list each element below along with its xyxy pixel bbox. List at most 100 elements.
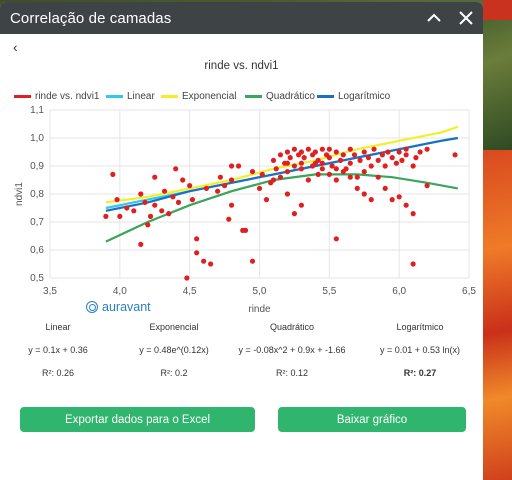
data-point [361, 169, 367, 175]
data-point [187, 183, 193, 189]
data-point [396, 194, 402, 200]
y-tick-label: 1,1 [30, 105, 44, 116]
data-point [410, 261, 416, 267]
data-point [375, 174, 381, 180]
data-point [201, 258, 207, 264]
data-point [333, 166, 339, 172]
data-point [340, 169, 346, 175]
export-excel-button[interactable]: Exportar dados para o Excel [20, 407, 255, 432]
data-point [371, 146, 377, 152]
data-point [142, 199, 148, 205]
data-point [305, 146, 311, 152]
series-line-quadrático [105, 173, 458, 243]
x-tick-label: 6,0 [392, 286, 406, 297]
x-tick-label: 6,5 [462, 286, 476, 297]
panel-title: Correlação de camadas [10, 9, 172, 27]
data-point [361, 191, 367, 197]
data-point [291, 146, 298, 152]
data-point [393, 160, 399, 166]
legend-swatch-quadratic [245, 95, 262, 98]
data-point [277, 174, 284, 180]
model-equation: y = 0.1x + 0.36 [28, 345, 88, 355]
data-point [403, 202, 409, 208]
data-point [259, 171, 265, 177]
data-point [417, 149, 423, 155]
data-point [175, 199, 182, 205]
data-point [131, 208, 137, 214]
chevron-left-icon[interactable]: ‹ [13, 39, 18, 55]
scatter-chart: 0,5 0,6 0,7 0,8 0,9 1,0 1,1 3,5 4,0 4,5 5,0 5,5 6,0 6… [14, 105, 476, 315]
x-tick-label: 4,5 [183, 286, 197, 297]
data-point [242, 227, 249, 233]
data-point [357, 157, 363, 163]
data-point [249, 258, 256, 264]
data-point [208, 261, 214, 267]
data-point [382, 185, 388, 191]
data-point [396, 149, 402, 155]
data-point [340, 152, 346, 158]
close-icon[interactable] [457, 9, 475, 27]
map-field-edge [483, 0, 512, 20]
y-tick-label: 0,7 [30, 217, 44, 228]
legend-label: rinde vs. ndvi1 [35, 91, 100, 102]
data-point [399, 157, 405, 163]
map-field-green [483, 0, 512, 150]
data-point [452, 152, 458, 158]
data-point [263, 197, 270, 203]
data-point [315, 171, 321, 177]
data-point [361, 149, 367, 155]
data-point [424, 146, 430, 152]
data-point [273, 166, 279, 172]
y-tick-label: 0,6 [30, 245, 44, 256]
data-point [270, 177, 277, 183]
panel-header: Correlação de camadas [0, 2, 483, 34]
data-point [226, 216, 232, 222]
data-point [173, 166, 179, 172]
data-point [326, 155, 332, 161]
data-point [166, 211, 172, 217]
chevron-up-icon[interactable] [425, 9, 443, 27]
data-point [152, 174, 158, 180]
data-point [403, 146, 409, 152]
data-point [203, 185, 210, 191]
data-point [410, 211, 416, 217]
data-point [312, 149, 318, 155]
data-point [124, 205, 130, 211]
data-point [333, 149, 339, 155]
data-point [114, 197, 120, 203]
data-point [147, 213, 154, 219]
series-line-logarítmico [105, 136, 458, 212]
data-point [326, 146, 332, 152]
download-chart-button[interactable]: Baixar gráfico [278, 407, 466, 432]
data-point [277, 152, 284, 158]
data-point [215, 188, 221, 194]
data-point [305, 177, 311, 183]
data-point [413, 155, 419, 161]
data-point [284, 160, 291, 166]
y-tick-label: 0,9 [30, 161, 44, 172]
data-point [347, 174, 353, 180]
chart-title: rinde vs. ndvi1 [204, 60, 279, 72]
model-name: Quadrático [269, 322, 315, 332]
data-point [347, 160, 353, 166]
data-point [424, 183, 430, 189]
data-point [270, 157, 277, 163]
data-point [228, 177, 235, 183]
data-point [284, 191, 291, 197]
data-point [298, 160, 304, 166]
data-point [301, 155, 307, 161]
data-point [284, 169, 291, 175]
data-point [228, 202, 235, 208]
data-point [354, 185, 360, 191]
model-r2: R²: 0.12 [275, 368, 308, 378]
data-point [287, 155, 293, 161]
data-point [159, 208, 165, 214]
data-point [249, 169, 256, 175]
data-point [298, 149, 304, 155]
y-axis-label: ndvi1 [14, 182, 25, 206]
data-point [337, 157, 344, 163]
data-point [365, 155, 372, 161]
data-point [256, 185, 263, 191]
data-point [228, 163, 235, 169]
layer-correlation-panel: Correlação de camadas ‹ rinde vs. ndvi1 … [0, 2, 483, 480]
